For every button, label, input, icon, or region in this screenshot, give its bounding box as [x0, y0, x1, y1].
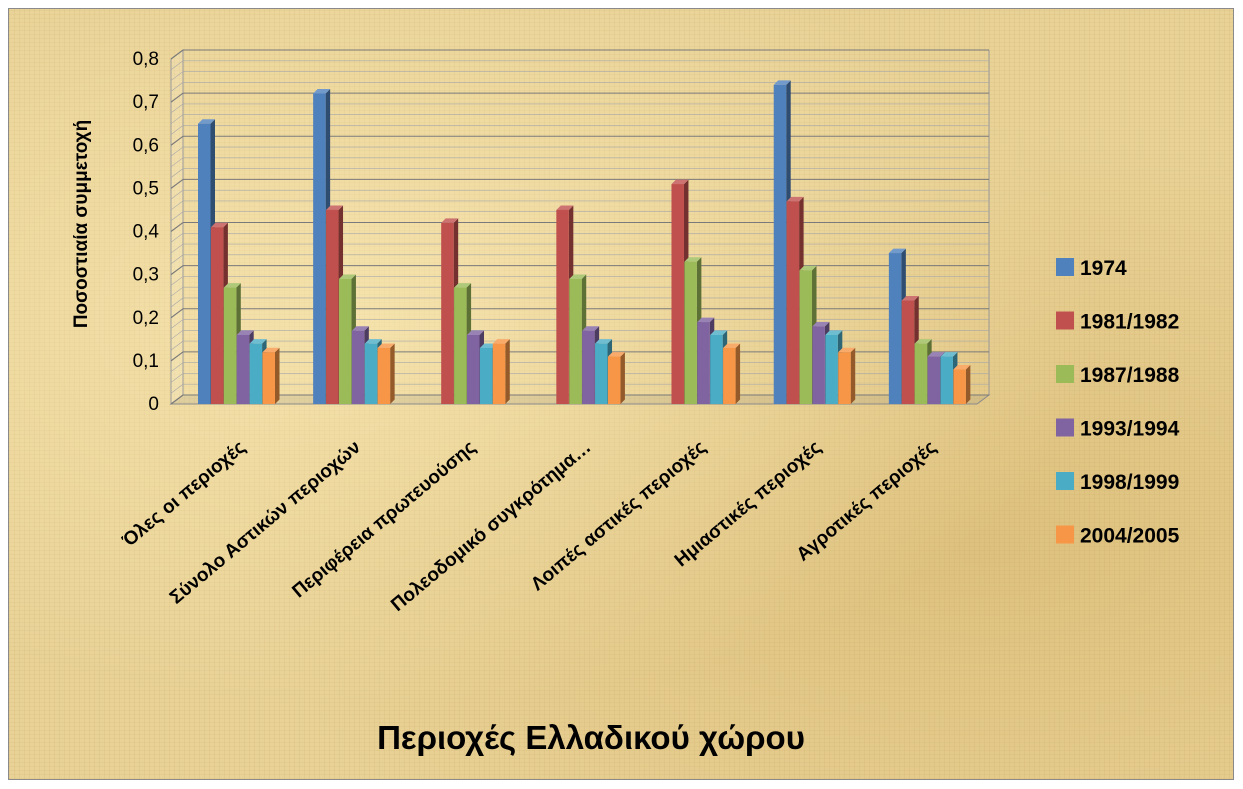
bar	[723, 343, 741, 404]
minor-gridline	[170, 60, 989, 71]
minor-gridline	[170, 286, 989, 297]
minor-gridline	[170, 297, 989, 308]
minor-gridline	[170, 82, 989, 92]
minor-gridline	[170, 125, 989, 135]
minor-gridline	[170, 168, 989, 178]
minor-gridline	[170, 319, 989, 329]
major-gridline	[170, 49, 989, 60]
major-gridline	[170, 92, 989, 103]
legend-label: 1993/1994	[1080, 418, 1180, 441]
bar	[492, 339, 510, 404]
legend-swatch	[1056, 418, 1074, 437]
minor-gridline	[170, 189, 989, 200]
minor-gridline	[170, 254, 989, 265]
minor-gridline	[170, 232, 989, 243]
legend-entry: 1974	[1056, 257, 1127, 280]
minor-gridline	[170, 211, 989, 221]
y-tick-label: 0,4	[133, 222, 160, 243]
minor-gridline	[170, 103, 989, 114]
category-label: Περιφέρεια πρωτευούσης	[288, 437, 480, 603]
legend-label: 1974	[1080, 257, 1127, 280]
major-gridline	[170, 135, 989, 146]
major-gridline	[170, 221, 989, 232]
y-tick-label: 0	[148, 394, 159, 415]
major-gridline	[170, 265, 989, 276]
legend-label: 2004/2005	[1080, 525, 1180, 548]
bar	[377, 343, 395, 404]
bar	[262, 347, 280, 404]
y-tick-label: 0,2	[133, 308, 159, 329]
minor-gridline	[170, 200, 989, 211]
y-tick-label: 0,7	[133, 92, 159, 113]
bar	[607, 352, 625, 404]
minor-gridline	[170, 276, 989, 286]
legend-entry: 2004/2005	[1056, 525, 1180, 548]
legend-entry: 1998/1999	[1056, 471, 1179, 494]
y-tick-label: 0,5	[133, 178, 159, 199]
category-label: Πολεοδομικό συγκρότημα…	[387, 437, 595, 616]
legend-swatch	[1056, 525, 1074, 544]
legend-label: 1987/1988	[1080, 364, 1180, 387]
x-axis-label: Περιοχές Ελλαδικού χώρου	[377, 719, 805, 756]
minor-gridline	[170, 114, 989, 124]
legend-entry: 1993/1994	[1056, 418, 1180, 441]
legend-entry: 1987/1988	[1056, 364, 1180, 387]
legend-swatch	[1056, 258, 1074, 276]
legend-label: 1981/1982	[1080, 311, 1179, 334]
y-tick-label: 0,1	[133, 351, 159, 372]
bars	[198, 80, 971, 404]
y-tick-label: 0,3	[133, 265, 159, 286]
minor-gridline	[170, 71, 989, 81]
major-gridline	[170, 308, 989, 319]
minor-gridline	[170, 157, 989, 168]
major-gridline	[170, 178, 989, 189]
legend-swatch	[1056, 311, 1074, 330]
category-label: Σύνολο Αστικών περιοχών	[166, 437, 365, 609]
bar-chart: 0 0,1 0,2 0,3 0,4 0,5 0,6 0,7 0,8 Όλες οι περιοχ…	[71, 49, 1180, 756]
minor-gridline	[170, 146, 989, 157]
y-tick-label: 0,8	[133, 49, 159, 70]
y-axis-label: Ποσοστιαία συμμετοχή	[71, 120, 92, 328]
legend-entry: 1981/1982	[1056, 311, 1179, 334]
legend-swatch	[1056, 365, 1074, 383]
legend-swatch	[1056, 472, 1074, 490]
legend-label: 1998/1999	[1080, 471, 1179, 494]
y-axis-ticks: 0 0,1 0,2 0,3 0,4 0,5 0,6 0,7 0,8	[133, 49, 160, 415]
bar	[953, 365, 971, 404]
minor-gridline	[170, 243, 989, 254]
minor-gridline	[170, 330, 989, 340]
y-tick-label: 0,6	[133, 135, 159, 156]
legend: 1974 1981/1982 1987/1988 1993/1994 1998/1999…	[1056, 257, 1180, 548]
chart-area: 0 0,1 0,2 0,3 0,4 0,5 0,6 0,7 0,8 Όλες οι περιοχ…	[8, 8, 1234, 780]
bar	[838, 347, 856, 404]
category-label: Όλες οι περιοχές	[118, 437, 250, 552]
